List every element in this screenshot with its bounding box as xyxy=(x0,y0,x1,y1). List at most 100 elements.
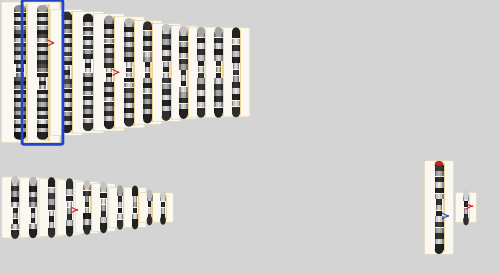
Bar xyxy=(167,45,169,50)
Bar xyxy=(124,42,126,47)
Bar xyxy=(36,192,37,197)
Bar xyxy=(32,192,34,197)
Bar xyxy=(16,202,18,207)
Bar xyxy=(39,60,42,64)
Bar xyxy=(16,64,18,68)
Bar xyxy=(46,102,48,106)
Bar xyxy=(220,96,221,102)
Bar xyxy=(14,43,16,47)
Bar xyxy=(44,21,46,25)
Bar xyxy=(238,94,240,100)
Bar xyxy=(89,105,91,109)
Ellipse shape xyxy=(435,161,443,166)
Bar xyxy=(110,87,112,92)
Ellipse shape xyxy=(104,16,114,23)
Bar xyxy=(108,73,110,77)
Bar xyxy=(37,34,40,38)
Bar xyxy=(166,195,167,220)
Bar xyxy=(91,31,93,35)
Bar xyxy=(221,49,223,55)
Ellipse shape xyxy=(14,5,26,11)
Bar xyxy=(234,38,235,44)
Bar xyxy=(19,30,22,34)
Bar xyxy=(150,36,152,41)
Bar xyxy=(218,84,220,90)
Bar xyxy=(46,34,48,38)
Bar xyxy=(39,90,42,94)
Bar xyxy=(64,52,66,56)
Bar xyxy=(70,195,72,201)
Bar xyxy=(48,205,50,210)
Bar xyxy=(438,177,440,182)
Bar xyxy=(145,114,146,120)
Bar xyxy=(179,104,181,109)
Bar xyxy=(42,120,43,124)
Bar xyxy=(21,85,24,90)
Bar xyxy=(42,43,43,47)
Bar xyxy=(220,29,222,116)
Bar xyxy=(34,229,35,234)
Bar xyxy=(186,109,188,115)
Bar xyxy=(110,92,112,97)
Bar xyxy=(64,70,65,75)
Bar xyxy=(12,186,14,191)
Bar xyxy=(14,128,16,132)
Bar xyxy=(216,38,218,43)
Bar xyxy=(150,78,152,83)
Bar xyxy=(16,98,19,102)
Ellipse shape xyxy=(214,27,222,36)
Bar xyxy=(24,111,26,115)
Bar xyxy=(14,120,16,124)
Bar xyxy=(106,106,108,111)
Bar xyxy=(12,202,14,207)
Bar xyxy=(106,48,108,53)
Bar xyxy=(71,214,72,220)
Bar xyxy=(24,60,26,64)
Bar xyxy=(42,64,43,68)
Bar xyxy=(165,45,167,50)
Ellipse shape xyxy=(66,178,73,188)
Bar xyxy=(16,191,18,197)
Bar xyxy=(197,84,198,90)
Bar xyxy=(168,73,169,78)
Ellipse shape xyxy=(160,190,166,200)
Bar xyxy=(436,182,438,188)
Bar xyxy=(64,102,66,107)
Bar xyxy=(149,22,150,122)
Bar xyxy=(132,108,134,113)
Bar xyxy=(165,100,167,106)
Bar xyxy=(167,84,169,89)
Bar xyxy=(126,27,128,32)
Bar xyxy=(130,63,131,67)
Bar xyxy=(68,116,70,120)
Bar xyxy=(14,85,16,90)
Bar xyxy=(149,208,150,214)
Bar xyxy=(44,111,46,115)
Bar xyxy=(184,64,186,70)
Bar xyxy=(34,218,35,223)
Bar xyxy=(216,108,218,113)
Bar xyxy=(442,182,444,188)
Bar xyxy=(216,61,217,67)
Bar xyxy=(164,28,165,34)
Bar xyxy=(44,43,46,47)
Bar xyxy=(161,195,162,201)
Ellipse shape xyxy=(232,27,240,37)
Bar xyxy=(162,201,164,207)
Bar xyxy=(440,227,442,233)
Bar xyxy=(221,96,223,102)
Bar xyxy=(44,25,46,29)
Bar xyxy=(43,81,44,85)
Bar xyxy=(440,163,442,252)
Bar xyxy=(44,13,46,17)
Bar xyxy=(165,51,167,56)
Bar xyxy=(24,107,26,111)
Bar xyxy=(146,57,148,62)
Bar xyxy=(150,25,152,31)
Bar xyxy=(30,213,32,218)
Bar xyxy=(198,79,200,84)
Bar xyxy=(42,90,43,94)
Bar xyxy=(87,26,89,31)
Bar xyxy=(182,47,184,53)
Bar xyxy=(235,45,237,51)
